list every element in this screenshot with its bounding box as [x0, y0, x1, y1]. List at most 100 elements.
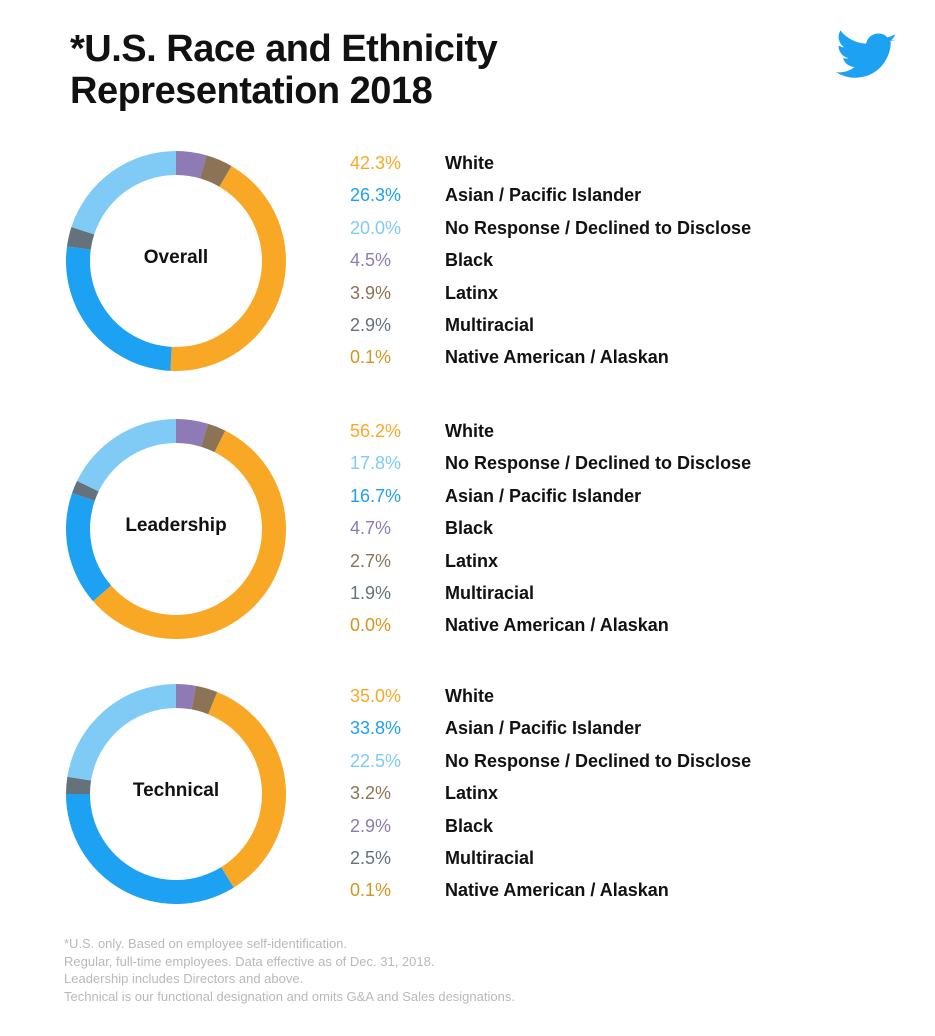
- donut-svg: [66, 684, 286, 904]
- legend-label: Native American / Alaskan: [445, 615, 669, 636]
- legend-item-no-response-declined-to-disclose: 17.8% No Response / Declined to Disclose: [350, 453, 910, 479]
- legend-item-latinx: 3.2% Latinx: [350, 783, 910, 809]
- legend-label: Multiracial: [445, 848, 535, 868]
- legend-label: Latinx: [445, 783, 499, 804]
- legend-percent: 33.8%: [350, 718, 402, 739]
- legend-percent: 26.3%: [350, 185, 402, 206]
- legend-percent: 1.9%: [350, 583, 392, 603]
- legend-item-native-american-alaskan: 0.1% Native American / Alaskan: [350, 347, 910, 373]
- slice-black: [176, 419, 209, 447]
- legend-item-black: 2.9% Black: [350, 816, 910, 842]
- chart-overall: Overall 42.3% White 26.3% Asian / Pacific Is…: [0, 143, 935, 383]
- legend-item-latinx: 2.7% Latinx: [350, 551, 910, 577]
- legend-label: Multiracial: [445, 583, 535, 603]
- legend-label: Asian / Pacific Islander: [445, 718, 642, 739]
- twitter-bird-icon: [836, 30, 898, 82]
- slice-black: [176, 684, 196, 710]
- slice-black: [176, 151, 207, 179]
- legend-label: Black: [445, 250, 494, 271]
- slice-latinx: [199, 155, 232, 187]
- legend-percent: 22.5%: [350, 750, 402, 771]
- chart-leadership: Leadership 56.2% White 17.8% No Response / D…: [0, 411, 935, 651]
- legend-label: White: [445, 153, 494, 173]
- legend-percent: 35.0%: [350, 686, 402, 706]
- legend-percent: 20.0%: [350, 217, 402, 238]
- legend-label: Asian / Pacific Islander: [445, 185, 642, 206]
- legend-label: White: [445, 421, 494, 441]
- legend-item-asian-pacific-islander: 16.7% Asian / Pacific Islander: [350, 486, 910, 512]
- legend-item-multiracial: 2.5% Multiracial: [350, 848, 910, 874]
- legend-percent: 2.9%: [350, 315, 392, 335]
- slice-no-response-declined-to-disclose: [77, 419, 176, 492]
- legend-percent: 0.1%: [350, 880, 392, 901]
- donut-chart: Technical: [58, 676, 294, 912]
- legend-item-native-american-alaskan: 0.1% Native American / Alaskan: [350, 880, 910, 906]
- legend-item-white: 56.2% White: [350, 421, 910, 447]
- legend-percent: 0.0%: [350, 615, 392, 636]
- legend-label: Latinx: [445, 282, 499, 303]
- donut-svg: [65, 151, 286, 371]
- title-line-1: *U.S. Race and Ethnicity: [70, 28, 498, 70]
- legend-percent: 3.2%: [350, 783, 392, 804]
- slice-asian-pacific-islander: [65, 246, 172, 371]
- slice-multiracial: [66, 227, 95, 250]
- slice-latinx: [201, 423, 226, 453]
- legend-percent: 3.9%: [350, 282, 392, 303]
- footnote-line: *U.S. only. Based on employee self-ident…: [64, 936, 348, 951]
- slice-asian-pacific-islander: [66, 794, 234, 904]
- donut-svg: [66, 419, 286, 639]
- donut-chart: Leadership: [58, 411, 294, 647]
- donut-center-label: Overall: [143, 247, 209, 268]
- slice-white: [208, 692, 286, 888]
- chart-technical: Technical 35.0% White 33.8% Asian / Pacific …: [0, 676, 935, 916]
- legend-item-latinx: 3.9% Latinx: [350, 283, 910, 309]
- legend-label: Asian / Pacific Islander: [445, 485, 642, 506]
- legend-percent: 2.9%: [350, 815, 392, 836]
- legend-item-asian-pacific-islander: 26.3% Asian / Pacific Islander: [350, 185, 910, 211]
- slice-asian-pacific-islander: [66, 493, 112, 602]
- legend-item-native-american-alaskan: 0.0% Native American / Alaskan: [350, 615, 910, 641]
- legend-percent: 2.7%: [350, 550, 392, 571]
- footnote-line: Leadership includes Directors and above.: [64, 971, 304, 986]
- legend-label: No Response / Declined to Disclose: [445, 217, 752, 238]
- legend-label: Native American / Alaskan: [445, 880, 669, 901]
- slice-native-american-alaskan: [219, 165, 232, 187]
- slice-no-response-declined-to-disclose: [67, 684, 176, 781]
- legend-label: No Response / Declined to Disclose: [445, 750, 752, 771]
- legend-percent: 2.5%: [350, 848, 392, 868]
- donut-center-label: Technical: [132, 780, 220, 801]
- legend-label: White: [445, 686, 494, 706]
- legend-percent: 16.7%: [350, 485, 402, 506]
- slice-multiracial: [72, 480, 99, 501]
- legend-item-black: 4.7% Black: [350, 518, 910, 544]
- legend-item-multiracial: 2.9% Multiracial: [350, 315, 910, 341]
- legend-item-asian-pacific-islander: 33.8% Asian / Pacific Islander: [350, 718, 910, 744]
- footnote-line: Regular, full-time employees. Data effec…: [64, 953, 435, 969]
- footnote: *U.S. only. Based on employee self-ident…: [64, 935, 515, 1005]
- title-line-2: Representation 2018: [70, 70, 433, 112]
- legend-item-no-response-declined-to-disclose: 22.5% No Response / Declined to Disclose: [350, 751, 910, 777]
- donut-center-label: Leadership: [125, 515, 227, 536]
- slice-no-response-declined-to-disclose: [71, 151, 176, 235]
- legend-percent: 4.5%: [350, 250, 392, 271]
- legend-item-black: 4.5% Black: [350, 250, 910, 276]
- legend-label: Latinx: [445, 550, 499, 571]
- legend-label: No Response / Declined to Disclose: [445, 453, 752, 474]
- donut-chart: Overall: [58, 143, 294, 379]
- slice-multiracial: [66, 776, 92, 794]
- legend-percent: 0.1%: [350, 347, 392, 368]
- legend-label: Black: [445, 815, 494, 836]
- legend-item-multiracial: 1.9% Multiracial: [350, 583, 910, 609]
- legend-percent: 42.3%: [350, 153, 402, 173]
- slice-native-american-alaskan: [208, 691, 218, 715]
- legend-percent: 56.2%: [350, 421, 402, 441]
- slice-white: [170, 166, 286, 371]
- legend-item-white: 42.3% White: [350, 153, 910, 179]
- legend-item-no-response-declined-to-disclose: 20.0% No Response / Declined to Disclose: [350, 218, 910, 244]
- slice-latinx: [191, 685, 218, 715]
- legend-item-white: 35.0% White: [350, 686, 910, 712]
- footnote-line: Technical is our functional designation …: [64, 988, 515, 1004]
- legend-label: Native American / Alaskan: [445, 347, 669, 368]
- legend-label: Multiracial: [445, 315, 535, 335]
- legend-percent: 17.8%: [350, 453, 402, 474]
